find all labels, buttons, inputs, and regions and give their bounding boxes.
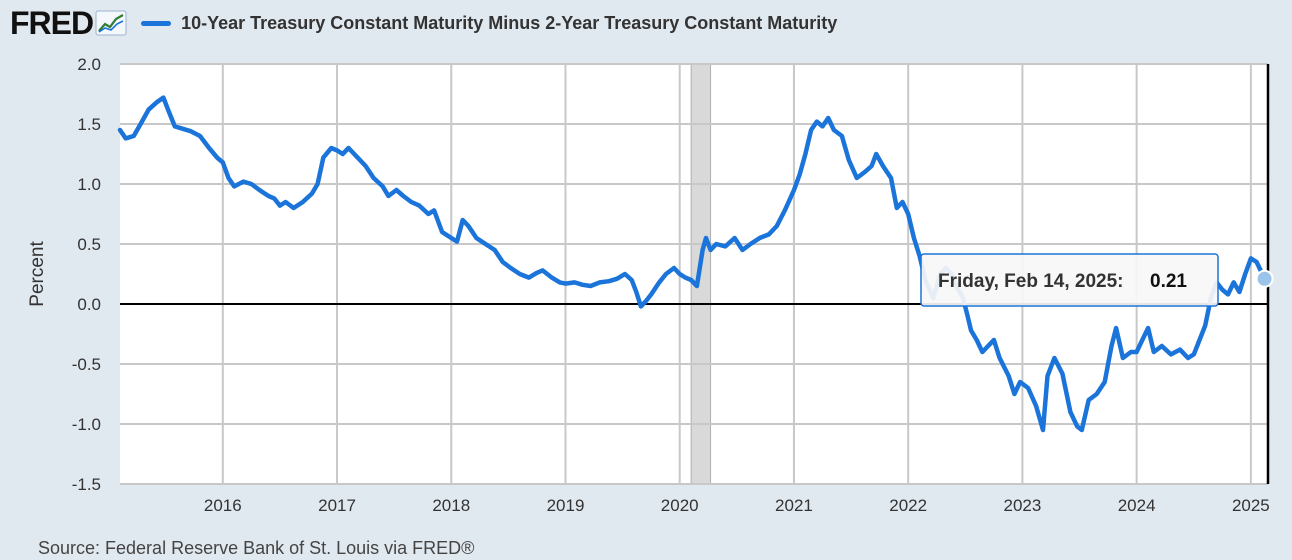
tooltip-value: 0.21 [1150,271,1187,292]
y-tick-label: -1.5 [72,475,101,494]
x-tick-label: 2019 [547,496,585,515]
tooltip-date: Friday, Feb 14, 2025: [938,271,1124,292]
x-tick-label: 2017 [318,496,356,515]
chart-header: FRED 10-Year Treasury Constant Maturity … [10,5,837,42]
x-tick-label: 2022 [889,496,927,515]
chart-legend: 10-Year Treasury Constant Maturity Minus… [141,13,837,34]
x-tick-label: 2021 [775,496,813,515]
chart-area[interactable]: 2.0 1.5 1.0 0.5 0.0 -0.5 -1.0 -1.5 2016 2017 2018 2… [0,0,1292,535]
x-tick-label: 2020 [661,496,699,515]
y-tick-label: 2.0 [77,55,101,74]
series-line [117,95,1267,433]
y-axis-label: Percent [27,241,48,307]
tooltip-box [920,253,1219,307]
tooltip: Friday, Feb 14, 2025: 0.21 [920,253,1219,307]
chart-line-icon [95,10,127,36]
x-tick-label: 2016 [204,496,242,515]
y-tick-label: 0.5 [77,235,101,254]
hover-point[interactable] [1255,269,1274,288]
x-tick-label: 2025 [1232,496,1270,515]
y-tick-label: 1.5 [77,115,101,134]
y-tick-label: 0.0 [77,295,101,314]
fred-logo[interactable]: FRED [10,5,127,42]
y-tick-label: 1.0 [77,175,101,194]
fred-logo-text: FRED [10,4,94,41]
x-tick-label: 2018 [432,496,470,515]
source-note: Source: Federal Reserve Bank of St. Loui… [38,538,475,558]
legend-label: 10-Year Treasury Constant Maturity Minus… [181,12,838,33]
x-tick-label: 2024 [1118,496,1156,515]
legend-swatch [141,20,172,26]
x-tick-label: 2023 [1003,496,1041,515]
y-tick-label: -1.0 [72,415,101,434]
y-tick-label: -0.5 [72,355,101,374]
